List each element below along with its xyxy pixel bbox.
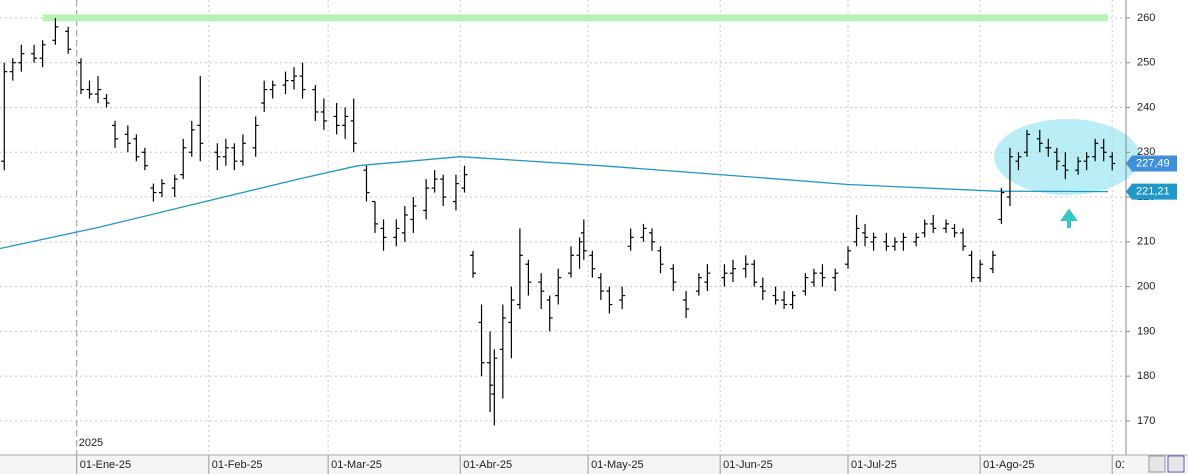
x-tick-label: 01-Abr-25 xyxy=(463,459,512,471)
up-arrow xyxy=(1060,208,1078,228)
x-tick-label: 01-Ene-25 xyxy=(80,459,131,471)
y-tick-label: 180 xyxy=(1137,370,1155,382)
x-tick-label: 01-Ago-25 xyxy=(983,459,1034,471)
y-tick-label: 200 xyxy=(1137,281,1155,293)
price-tag xyxy=(1126,155,1177,172)
x-tick-label: 01-Feb-25 xyxy=(212,459,263,471)
toolbar-button[interactable] xyxy=(1167,455,1185,473)
price-tag-label: 227,49 xyxy=(1136,157,1170,169)
price-tag xyxy=(1126,183,1177,200)
year-label: 2025 xyxy=(79,437,103,449)
x-tick-label: 01-Jul-25 xyxy=(851,459,897,471)
y-tick-label: 250 xyxy=(1137,57,1155,69)
y-tick-label: 260 xyxy=(1137,12,1155,24)
y-tick-label: 210 xyxy=(1137,236,1155,248)
highlight-ellipse xyxy=(994,119,1140,195)
x-axis-band xyxy=(0,455,1188,474)
x-tick-label: 01-May-25 xyxy=(591,459,644,471)
moving-average xyxy=(0,156,1109,250)
y-tick-label: 240 xyxy=(1137,101,1155,113)
y-axis-band xyxy=(1126,0,1188,455)
toolbar-button[interactable] xyxy=(1148,455,1166,473)
y-tick-label: 170 xyxy=(1137,415,1155,427)
y-tick-label: 190 xyxy=(1137,325,1155,337)
x-tick-label: 01-Jun-25 xyxy=(723,459,773,471)
price-tag-label: 221,21 xyxy=(1136,186,1170,198)
y-tick-label: 230 xyxy=(1137,146,1155,158)
x-tick-label: 01-Mar-25 xyxy=(331,459,382,471)
x-tick-label: 01-Sep-25 xyxy=(1115,459,1166,471)
